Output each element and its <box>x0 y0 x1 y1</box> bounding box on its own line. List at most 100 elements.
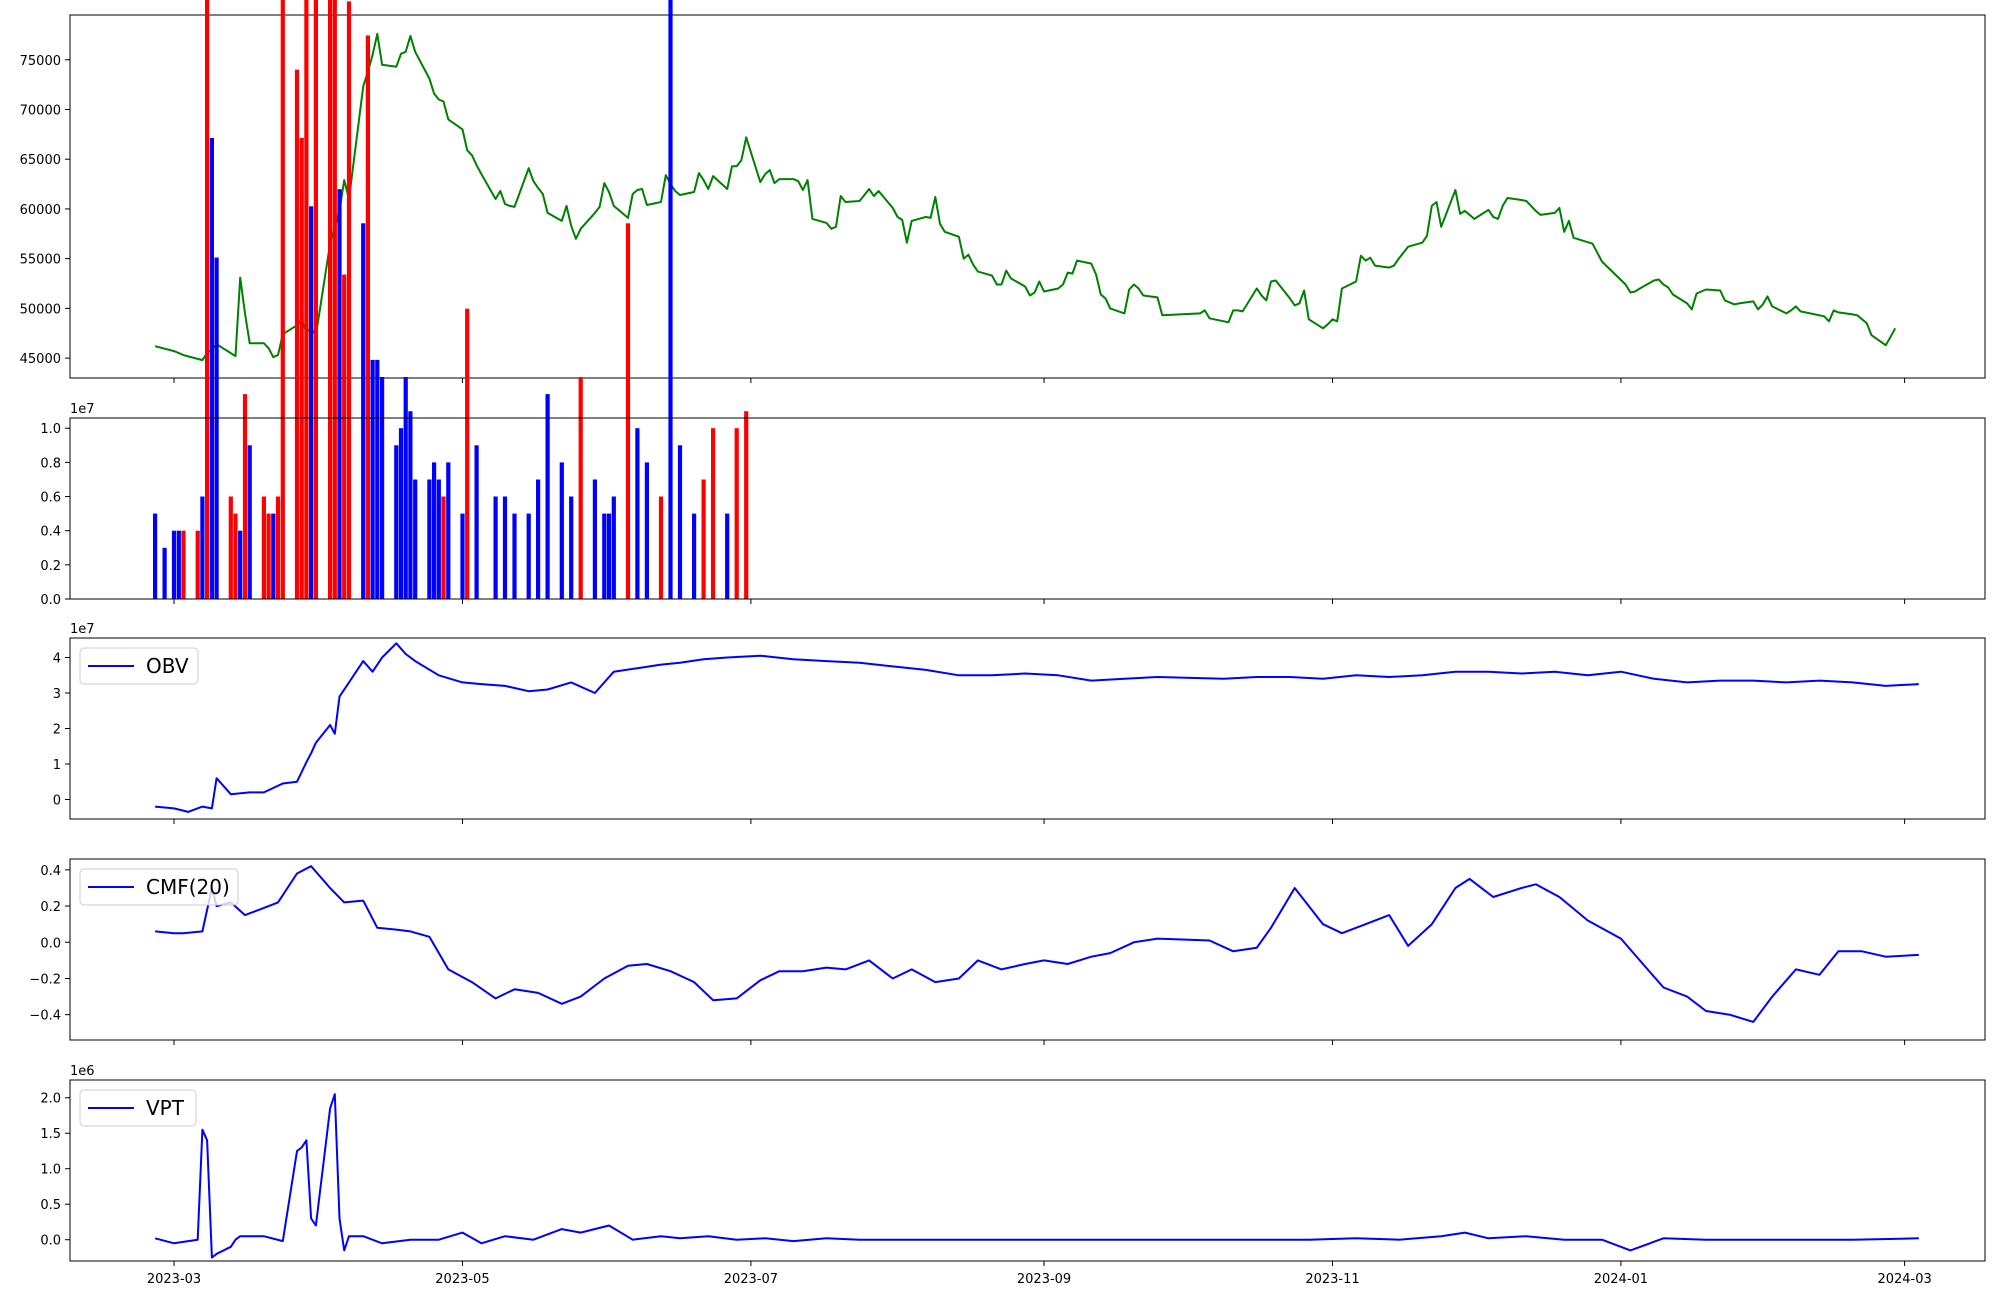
cmf-y-tick-label: 0.2 <box>40 900 61 915</box>
volume-bar <box>578 377 583 599</box>
volume-bar <box>313 0 318 599</box>
cmf-y-tick-label: 0.4 <box>40 864 61 879</box>
obv-y-tick-label: 3 <box>53 687 61 702</box>
price-y-tick-label: 55000 <box>20 253 61 268</box>
volume-bar <box>361 223 366 600</box>
volume-bar <box>328 0 333 600</box>
vpt-panel: 0.0 0.5 1.0 1.5 2.0 1e6 VPT <box>40 1064 1986 1266</box>
volume-bar <box>611 496 616 599</box>
volume-y-tick-label: 0.4 <box>40 525 61 540</box>
volume-y-ticks: 0.0 0.2 0.4 0.6 0.8 1.0 <box>40 422 70 608</box>
price-y-ticks: 45000 50000 55000 60000 65000 70000 75000 <box>20 54 70 367</box>
volume-bar <box>734 428 739 599</box>
volume-bar <box>668 0 673 600</box>
volume-bar <box>233 513 238 599</box>
volume-bar <box>460 513 465 599</box>
obv-panel: 0 1 2 3 4 1e7 OBV <box>53 622 1986 824</box>
cmf-legend-label: CMF(20) <box>146 875 230 899</box>
volume-bar <box>337 189 342 599</box>
obv-y-tick-label: 1 <box>53 758 61 773</box>
obv-legend: OBV <box>79 647 199 685</box>
volume-bar <box>304 0 309 599</box>
volume-bar <box>559 462 564 599</box>
volume-frame <box>69 417 1986 600</box>
volume-bar <box>346 1 352 599</box>
obv-y-tick-label: 0 <box>53 793 61 808</box>
volume-bar <box>153 513 158 599</box>
volume-bar <box>365 35 370 599</box>
volume-bar <box>725 513 730 599</box>
x-tick-label: 2023-11 <box>1305 1272 1359 1287</box>
volume-bar <box>545 394 550 599</box>
volume-bar <box>375 359 380 599</box>
cmf-legend-box <box>79 868 239 906</box>
volume-bar <box>602 513 607 599</box>
x-tick-label: 2023-09 <box>1017 1272 1071 1287</box>
obv-exponent-label: 1e7 <box>70 622 95 637</box>
volume-bar <box>275 496 281 599</box>
volume-panel: 0.0 0.2 0.4 0.6 0.8 1.0 1e7 <box>40 0 1986 608</box>
vpt-y-ticks: 0.0 0.5 1.0 1.5 2.0 <box>40 1092 70 1249</box>
volume-y-tick-label: 0.6 <box>40 491 61 506</box>
x-axis-tick-labels: 2023-03 2023-05 2023-07 2023-09 2023-11 2024-… <box>147 1272 1932 1287</box>
x-tick-label: 2023-05 <box>435 1272 489 1287</box>
price-y-tick-label: 45000 <box>20 352 61 367</box>
volume-bar <box>635 428 640 599</box>
cmf-y-tick-label: 0.0 <box>40 936 61 951</box>
obv-legend-label: OBV <box>146 654 189 678</box>
obv-y-ticks: 0 1 2 3 4 <box>53 652 70 808</box>
volume-bar <box>205 0 210 600</box>
volume-bar <box>271 513 276 599</box>
volume-bar <box>427 479 432 599</box>
volume-bar <box>176 530 181 599</box>
vpt-line <box>154 1093 1919 1259</box>
volume-bar <box>625 223 631 600</box>
volume-bar <box>493 496 498 599</box>
price-y-tick-label: 75000 <box>20 54 61 69</box>
volume-bar <box>280 0 285 600</box>
volume-bar <box>342 274 347 599</box>
obv-legend-box <box>79 647 199 685</box>
vpt-frame <box>69 1079 1986 1262</box>
volume-bar <box>512 513 517 599</box>
volume-y-tick-label: 0.8 <box>40 456 61 471</box>
volume-bar <box>209 138 214 599</box>
price-x-ticks <box>173 378 1906 383</box>
price-y-tick-label: 65000 <box>20 153 61 168</box>
price-y-tick-label: 60000 <box>20 203 61 218</box>
volume-bar <box>403 377 408 599</box>
volume-bar <box>162 547 167 599</box>
volume-bar <box>701 479 706 599</box>
volume-bar <box>465 308 470 599</box>
volume-bar <box>370 359 375 599</box>
volume-bar <box>592 479 597 599</box>
volume-bar <box>408 411 413 599</box>
volume-bar <box>526 513 531 599</box>
volume-y-tick-label: 1.0 <box>40 422 61 437</box>
cmf-frame <box>69 858 1986 1041</box>
volume-bar <box>309 206 314 600</box>
volume-bar <box>247 445 252 599</box>
obv-x-ticks <box>173 819 1906 824</box>
x-tick-label: 2023-07 <box>724 1272 778 1287</box>
x-tick-label: 2024-03 <box>1877 1272 1931 1287</box>
volume-bar <box>677 445 683 599</box>
volume-bar <box>436 479 441 599</box>
obv-y-tick-label: 4 <box>53 652 61 667</box>
obv-frame <box>69 637 1986 820</box>
price-frame <box>69 14 1986 379</box>
volume-bar <box>606 513 612 599</box>
volume-bar <box>658 496 664 599</box>
obv-y-tick-label: 2 <box>53 723 61 738</box>
volume-bar <box>502 496 508 599</box>
volume-bar <box>744 411 749 599</box>
volume-bar <box>432 462 437 599</box>
x-tick-label: 2024-01 <box>1594 1272 1648 1287</box>
volume-y-tick-label: 0.2 <box>40 559 61 574</box>
volume-bar <box>238 530 243 599</box>
vpt-legend-label: VPT <box>146 1096 185 1120</box>
volume-bar <box>398 428 404 599</box>
volume-bar <box>242 394 248 599</box>
volume-bar <box>380 377 385 599</box>
volume-bar <box>441 496 446 599</box>
